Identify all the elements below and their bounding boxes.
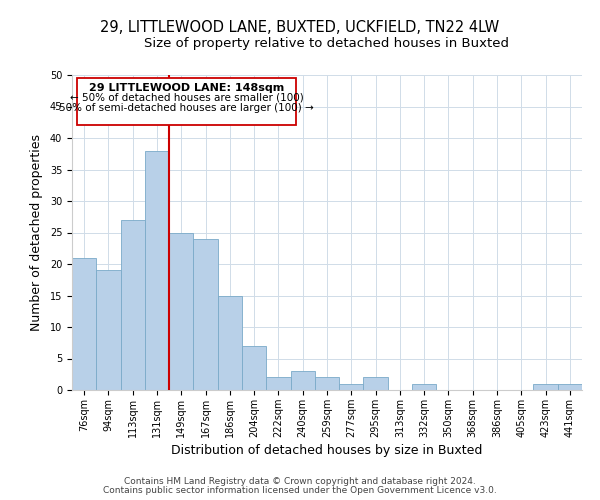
Text: 50% of semi-detached houses are larger (100) →: 50% of semi-detached houses are larger (… <box>59 104 314 114</box>
Bar <box>72 258 96 390</box>
Bar <box>218 296 242 390</box>
Bar <box>169 232 193 390</box>
Title: Size of property relative to detached houses in Buxted: Size of property relative to detached ho… <box>145 37 509 50</box>
Text: 29, LITTLEWOOD LANE, BUXTED, UCKFIELD, TN22 4LW: 29, LITTLEWOOD LANE, BUXTED, UCKFIELD, T… <box>100 20 500 35</box>
Bar <box>145 150 169 390</box>
Text: Contains HM Land Registry data © Crown copyright and database right 2024.: Contains HM Land Registry data © Crown c… <box>124 478 476 486</box>
Bar <box>193 239 218 390</box>
Bar <box>412 384 436 390</box>
Bar <box>339 384 364 390</box>
Text: Contains public sector information licensed under the Open Government Licence v3: Contains public sector information licen… <box>103 486 497 495</box>
Bar <box>533 384 558 390</box>
Bar <box>242 346 266 390</box>
Y-axis label: Number of detached properties: Number of detached properties <box>30 134 43 331</box>
Bar <box>290 371 315 390</box>
FancyBboxPatch shape <box>77 78 296 126</box>
Bar <box>364 378 388 390</box>
Bar <box>266 378 290 390</box>
X-axis label: Distribution of detached houses by size in Buxted: Distribution of detached houses by size … <box>172 444 482 457</box>
Bar <box>558 384 582 390</box>
Bar <box>121 220 145 390</box>
Bar <box>315 378 339 390</box>
Bar <box>96 270 121 390</box>
Text: 29 LITTLEWOOD LANE: 148sqm: 29 LITTLEWOOD LANE: 148sqm <box>89 83 284 93</box>
Text: ← 50% of detached houses are smaller (100): ← 50% of detached houses are smaller (10… <box>70 92 304 102</box>
